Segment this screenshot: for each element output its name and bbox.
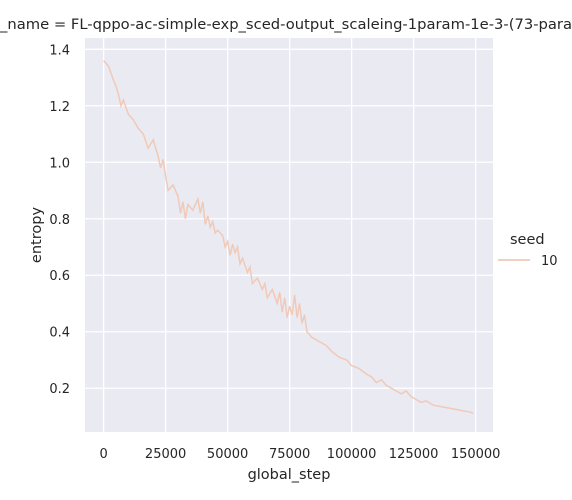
x-axis-label: global_step bbox=[248, 467, 331, 483]
y-tick-label: 1.4 bbox=[49, 43, 70, 58]
series-line-10 bbox=[103, 60, 474, 415]
x-tick-label: 150000 bbox=[451, 447, 501, 462]
y-tick-label: 1.0 bbox=[49, 156, 70, 171]
x-tick-label: 25000 bbox=[145, 447, 186, 462]
y-tick-label: 0.8 bbox=[49, 213, 70, 228]
y-tick-label: 1.2 bbox=[49, 100, 70, 115]
y-axis-ticks: 0.2 0.4 0.6 0.8 1.0 1.2 1.4 bbox=[49, 43, 70, 397]
y-tick-label: 0.2 bbox=[49, 382, 70, 397]
chart-title: _name = FL-qppo-ac-simple-exp_sced-outpu… bbox=[0, 17, 572, 33]
x-tick-label: 100000 bbox=[327, 447, 377, 462]
legend-title: seed bbox=[510, 232, 545, 248]
x-tick-label: 0 bbox=[99, 447, 107, 462]
y-tick-label: 0.4 bbox=[49, 326, 70, 341]
x-axis-ticks: 0 25000 50000 75000 100000 125000 150000 bbox=[99, 447, 500, 462]
x-tick-label: 125000 bbox=[389, 447, 439, 462]
x-tick-label: 50000 bbox=[207, 447, 248, 462]
legend-entry-10: 10 bbox=[541, 254, 558, 269]
y-tick-label: 0.6 bbox=[49, 269, 70, 284]
grid-lines bbox=[85, 38, 493, 432]
y-axis-label: entropy bbox=[29, 207, 45, 264]
x-tick-label: 75000 bbox=[269, 447, 310, 462]
